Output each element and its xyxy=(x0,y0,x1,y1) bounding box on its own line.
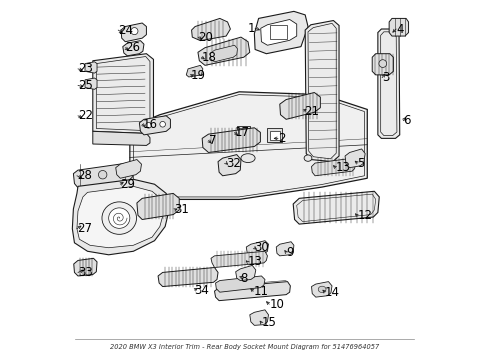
Polygon shape xyxy=(121,23,146,42)
Polygon shape xyxy=(93,54,153,134)
Polygon shape xyxy=(311,282,331,297)
Polygon shape xyxy=(130,92,366,199)
Circle shape xyxy=(131,28,138,35)
Text: 29: 29 xyxy=(120,178,135,191)
Polygon shape xyxy=(85,62,97,73)
Ellipse shape xyxy=(318,286,325,293)
Text: 4: 4 xyxy=(395,23,403,36)
Text: 13: 13 xyxy=(247,255,262,268)
Circle shape xyxy=(145,122,151,128)
Text: 23: 23 xyxy=(78,62,93,75)
Bar xyxy=(267,129,282,142)
Text: 26: 26 xyxy=(125,41,140,54)
Ellipse shape xyxy=(108,208,130,228)
Text: 2: 2 xyxy=(278,132,285,145)
Polygon shape xyxy=(139,116,170,135)
Text: 27: 27 xyxy=(77,222,92,235)
Text: 10: 10 xyxy=(269,298,284,311)
Bar xyxy=(269,26,286,39)
Polygon shape xyxy=(293,191,379,224)
Circle shape xyxy=(98,171,107,179)
Polygon shape xyxy=(371,54,392,75)
Polygon shape xyxy=(186,66,203,77)
Text: 25: 25 xyxy=(78,79,93,92)
Text: 16: 16 xyxy=(142,118,157,131)
Circle shape xyxy=(160,121,165,127)
Ellipse shape xyxy=(102,202,136,234)
Bar xyxy=(239,128,247,135)
Polygon shape xyxy=(215,276,264,292)
Polygon shape xyxy=(235,265,255,280)
Polygon shape xyxy=(249,310,268,325)
Ellipse shape xyxy=(241,154,255,162)
Text: 5: 5 xyxy=(357,157,364,170)
Text: 12: 12 xyxy=(357,210,372,222)
Ellipse shape xyxy=(304,155,311,161)
Text: 13: 13 xyxy=(335,161,350,174)
Polygon shape xyxy=(218,154,241,176)
Text: 22: 22 xyxy=(78,109,93,122)
Text: 15: 15 xyxy=(261,316,276,329)
Text: 11: 11 xyxy=(253,285,268,298)
Text: 3: 3 xyxy=(381,71,388,84)
Text: 24: 24 xyxy=(118,23,133,37)
Polygon shape xyxy=(305,21,338,162)
Text: 31: 31 xyxy=(174,203,189,216)
Polygon shape xyxy=(74,258,97,276)
Text: 6: 6 xyxy=(403,114,410,127)
Polygon shape xyxy=(122,41,143,56)
Text: 34: 34 xyxy=(194,284,209,297)
Text: 20: 20 xyxy=(198,31,212,44)
Text: 18: 18 xyxy=(201,51,216,64)
Polygon shape xyxy=(214,282,290,301)
Text: 7: 7 xyxy=(208,134,216,147)
Polygon shape xyxy=(388,18,407,36)
Ellipse shape xyxy=(378,60,386,67)
Polygon shape xyxy=(202,128,260,153)
Polygon shape xyxy=(279,93,320,119)
Text: 14: 14 xyxy=(324,286,339,299)
Polygon shape xyxy=(72,179,169,255)
Polygon shape xyxy=(158,267,218,287)
Text: 2020 BMW X3 Interior Trim - Rear Body Socket Mount Diagram for 51476964057: 2020 BMW X3 Interior Trim - Rear Body So… xyxy=(110,343,378,350)
Polygon shape xyxy=(209,45,237,62)
Text: 32: 32 xyxy=(225,157,241,170)
Polygon shape xyxy=(276,242,293,256)
Polygon shape xyxy=(377,29,399,138)
Text: 1: 1 xyxy=(247,22,255,35)
Polygon shape xyxy=(85,78,97,89)
Text: 19: 19 xyxy=(190,69,205,82)
Text: 17: 17 xyxy=(234,126,249,139)
Polygon shape xyxy=(210,251,267,267)
Text: 33: 33 xyxy=(78,266,93,279)
Text: 28: 28 xyxy=(77,169,92,182)
Polygon shape xyxy=(191,18,230,41)
Polygon shape xyxy=(73,163,132,188)
Polygon shape xyxy=(345,149,365,168)
Polygon shape xyxy=(93,131,150,145)
Bar xyxy=(236,126,250,137)
Polygon shape xyxy=(311,158,355,176)
Polygon shape xyxy=(254,12,307,54)
Text: 9: 9 xyxy=(285,246,293,259)
Polygon shape xyxy=(246,241,268,256)
Polygon shape xyxy=(198,37,249,66)
Polygon shape xyxy=(137,193,179,220)
Text: 30: 30 xyxy=(254,241,268,254)
Text: 8: 8 xyxy=(240,271,247,284)
Text: 21: 21 xyxy=(303,105,318,118)
Polygon shape xyxy=(116,159,141,178)
Polygon shape xyxy=(77,186,164,248)
Bar xyxy=(269,131,279,140)
Polygon shape xyxy=(260,19,296,45)
